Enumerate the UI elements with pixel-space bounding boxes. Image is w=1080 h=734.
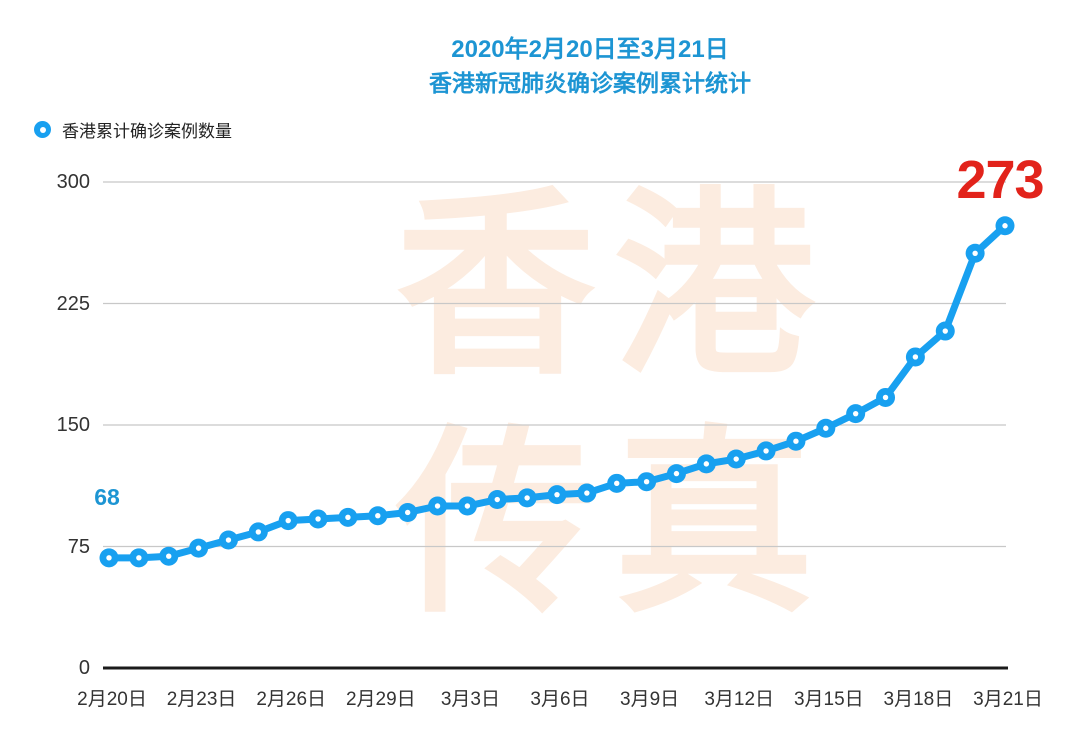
data-point-center-dot <box>404 509 411 516</box>
x-axis-tick-label: 3月9日 <box>620 689 680 710</box>
legend-series-marker-icon <box>34 121 51 138</box>
x-axis-tick-label: 3月21日 <box>973 689 1043 710</box>
data-point-center-dot <box>166 553 172 559</box>
data-point-center-dot <box>375 513 381 519</box>
x-axis-tick-label: 2月29日 <box>345 689 416 710</box>
data-point-center-dot <box>285 517 291 524</box>
chart-title-main: 香港新冠肺炎确诊案例累计统计 <box>429 70 751 96</box>
x-axis-tick-label: 3月15日 <box>793 689 864 710</box>
x-axis-tick-label: 2月26日 <box>256 689 327 710</box>
data-point-center-dot <box>524 495 530 501</box>
data-point-center-dot <box>554 491 560 498</box>
data-point-center-dot <box>912 354 919 360</box>
watermark-line1: 香港 <box>396 175 833 398</box>
data-point-center-dot <box>136 555 142 561</box>
data-point-center-dot <box>643 479 650 485</box>
y-axis-tick-label-225: 225 <box>56 292 90 315</box>
watermark: 香港 传真 <box>396 168 816 644</box>
data-point-center-dot <box>733 456 739 462</box>
data-point-center-dot <box>763 448 769 454</box>
data-point-center-dot <box>345 514 351 521</box>
data-point-center-dot <box>823 425 829 431</box>
data-point-center-dot <box>315 516 321 522</box>
y-axis-tick-label-150: 150 <box>56 414 90 436</box>
x-axis-tick-label: 2月23日 <box>166 689 237 710</box>
data-point-center-dot <box>106 555 112 561</box>
data-point-center-dot <box>255 529 262 535</box>
data-point-center-dot <box>195 545 202 551</box>
data-point-center-dot <box>1002 223 1008 229</box>
legend: 香港累计确诊案例数量 <box>34 117 232 142</box>
legend-series-label: 香港累计确诊案例数量 <box>62 122 232 141</box>
x-axis-tick-label: 3月18日 <box>883 689 954 710</box>
data-point-center-dot <box>673 470 680 477</box>
y-axis-tick-label-75: 75 <box>67 535 90 558</box>
y-axis-tick-label-0: 0 <box>78 657 90 679</box>
x-axis-tick-label: 3月6日 <box>530 689 590 710</box>
y-axis-tick-label-300: 300 <box>56 171 90 193</box>
last-point-value-label: 273 <box>956 150 1044 210</box>
trend-line <box>105 222 1009 562</box>
watermark-line2: 传真 <box>396 413 833 636</box>
data-point-center-dot <box>703 461 710 467</box>
data-point-center-dot <box>942 328 948 334</box>
data-point-center-dot <box>225 537 232 543</box>
x-axis-tick-label: 2月20日 <box>77 689 147 710</box>
data-point-center-dot <box>882 394 889 401</box>
data-point-center-dot <box>972 250 978 256</box>
first-point-value-label: 68 <box>94 484 120 510</box>
data-point-center-dot <box>434 503 441 509</box>
data-point-center-dot <box>793 438 799 444</box>
data-point-center-dot <box>614 480 620 487</box>
data-point-center-dot <box>852 410 859 417</box>
x-axis-tick-label: 3月3日 <box>440 689 500 710</box>
x-axis-tick-label: 3月12日 <box>704 689 775 710</box>
chart-title-date-range: 2020年2月20日至3月21日 <box>451 36 729 63</box>
data-point-center-dot <box>464 503 471 509</box>
data-point-center-dot <box>494 496 500 503</box>
data-point-center-dot <box>584 490 590 496</box>
